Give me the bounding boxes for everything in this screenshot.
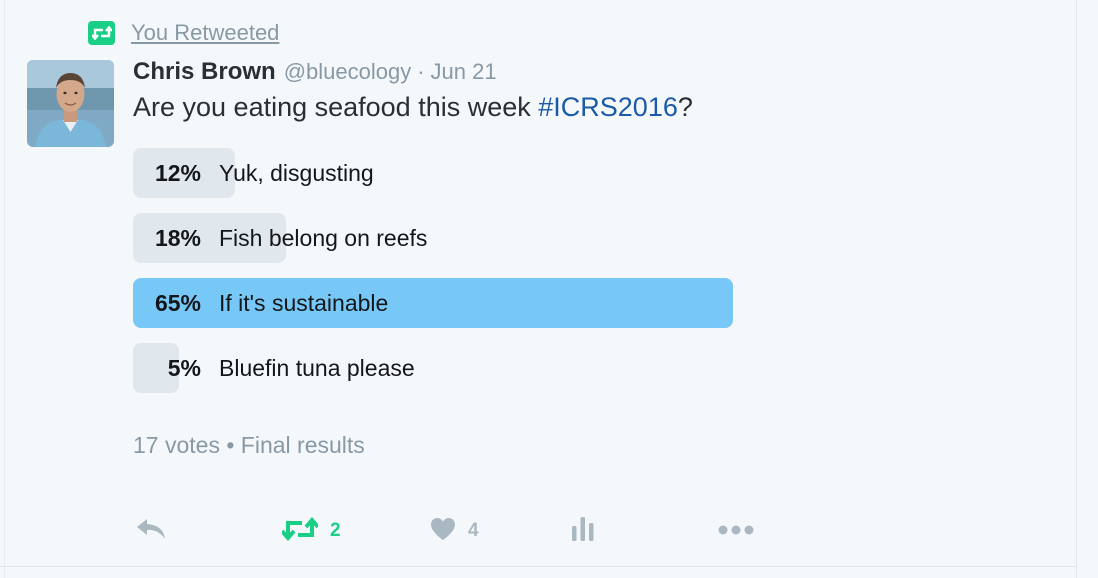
poll-meta-separator: •: [226, 432, 235, 458]
header-separator: ·: [417, 59, 425, 84]
poll-option: 18% Fish belong on reefs: [133, 213, 733, 263]
poll-option: 12% Yuk, disgusting: [133, 148, 733, 198]
poll-label: Bluefin tuna please: [219, 355, 415, 381]
more-button[interactable]: [718, 514, 754, 548]
retweet-icon: [280, 516, 320, 546]
tweet-text-suffix: ?: [677, 92, 693, 122]
hashtag-link[interactable]: #ICRS2016: [538, 92, 678, 122]
analytics-button[interactable]: [572, 514, 594, 548]
poll-bar: [133, 213, 286, 263]
card-right-border: [1076, 0, 1077, 578]
heart-icon: [430, 517, 456, 546]
card-left-border: [4, 0, 5, 578]
poll-percent: 65%: [154, 290, 201, 316]
poll-bar: [133, 343, 179, 393]
tweet-text: Are you eating seafood this week #ICRS20…: [133, 92, 693, 123]
tweet-date[interactable]: Jun 21: [430, 59, 497, 84]
reply-button[interactable]: [136, 514, 166, 548]
retweet-badge-icon: [88, 21, 115, 45]
like-count: 4: [468, 520, 479, 541]
retweet-button[interactable]: 2: [280, 514, 341, 548]
like-button[interactable]: 4: [430, 514, 479, 548]
poll-option: 65% If it's sustainable: [133, 278, 733, 328]
poll-label: Yuk, disgusting: [219, 160, 374, 186]
poll-bar: [133, 278, 733, 328]
retweet-context-link[interactable]: You Retweeted: [131, 20, 280, 45]
poll-percent: 18%: [154, 225, 201, 251]
more-icon: [718, 522, 754, 540]
author-handle[interactable]: @bluecology: [283, 59, 412, 84]
card-bottom-border: [0, 566, 1076, 567]
poll-percent: 5%: [167, 355, 201, 381]
poll-percent: 12%: [154, 160, 201, 186]
poll-label: If it's sustainable: [219, 290, 389, 316]
retweet-count: 2: [330, 520, 341, 541]
reply-icon: [136, 518, 166, 545]
poll-option: 5% Bluefin tuna please: [133, 343, 733, 393]
author-name[interactable]: Chris Brown: [133, 58, 276, 85]
tweet-header: Chris Brown @bluecology · Jun 21: [133, 58, 497, 88]
analytics-icon: [572, 516, 594, 546]
retweet-context: You Retweeted: [88, 19, 279, 47]
poll-votes: 17 votes: [133, 432, 220, 458]
poll-label: Fish belong on reefs: [219, 225, 428, 251]
poll-status: Final results: [240, 432, 365, 458]
avatar[interactable]: [27, 60, 114, 147]
tweet-text-prefix: Are you eating seafood this week: [133, 92, 539, 122]
poll-bar: [133, 148, 235, 198]
poll-meta: 17 votes • Final results: [133, 432, 365, 459]
